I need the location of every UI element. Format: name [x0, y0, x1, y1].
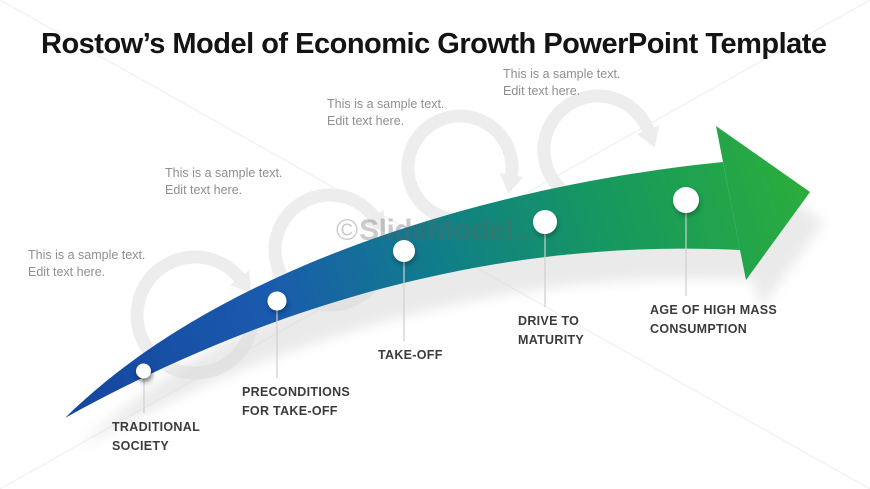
stage-label-line: TAKE-OFF	[378, 348, 443, 362]
stage-label-line: MATURITY	[518, 333, 585, 347]
sample-text-line: Edit text here.	[28, 265, 106, 279]
stage-label-line: SOCIETY	[112, 439, 169, 453]
stage-label-drive-to-maturity: DRIVE TO MATURITY	[518, 312, 584, 350]
stage-label-take-off: TAKE-OFF	[378, 346, 443, 365]
sample-text-stage-4: This is a sample text. Edit text here.	[503, 66, 620, 100]
stage-marker-dots	[136, 187, 699, 379]
stage-label-line: CONSUMPTION	[650, 322, 748, 336]
stage-marker-dot	[533, 210, 557, 234]
stage-label-traditional-society: TRADITIONAL SOCIETY	[112, 418, 200, 456]
growth-arrow-head	[716, 126, 810, 280]
sample-text-line: This is a sample text.	[165, 166, 283, 180]
sample-text-line: This is a sample text.	[28, 248, 146, 262]
copyright-symbol: ©	[336, 214, 359, 247]
watermark-brand: SlideModel	[359, 214, 513, 247]
page-title: Rostow’s Model of Economic Growth PowerP…	[41, 28, 827, 60]
stage-label-line: PRECONDITIONS	[242, 385, 351, 399]
sample-text-line: This is a sample text.	[503, 67, 621, 81]
stage-label-line: DRIVE TO	[518, 314, 580, 328]
connector-lines	[143, 212, 687, 413]
stage-marker-dot	[267, 291, 287, 311]
watermark-domain-suffix: .com	[512, 229, 539, 243]
stage-label-preconditions-for-take-off: PRECONDITIONS FOR TAKE-OFF	[242, 383, 350, 421]
sample-text-line: Edit text here.	[165, 183, 243, 197]
growth-arrow-body	[65, 162, 740, 418]
stage-marker-dot	[136, 363, 151, 379]
sample-text-stage-1: This is a sample text. Edit text here.	[28, 247, 145, 281]
stage-label-line: AGE OF HIGH MASS	[650, 303, 778, 317]
sample-text-stage-2: This is a sample text. Edit text here.	[165, 165, 282, 199]
stage-marker-dot	[673, 187, 699, 213]
sample-text-stage-3: This is a sample text. Edit text here.	[327, 96, 444, 130]
sample-text-line: Edit text here.	[503, 84, 581, 98]
sample-text-line: This is a sample text.	[327, 97, 445, 111]
watermark: ©SlideModel.com	[336, 213, 538, 254]
sample-text-line: Edit text here.	[327, 114, 405, 128]
stage-label-age-of-high-mass-consumption: AGE OF HIGH MASS CONSUMPTION	[650, 301, 777, 339]
stage-label-line: TRADITIONAL	[112, 420, 201, 434]
stage-marker-dot	[393, 240, 415, 262]
stage-label-line: FOR TAKE-OFF	[242, 404, 338, 418]
